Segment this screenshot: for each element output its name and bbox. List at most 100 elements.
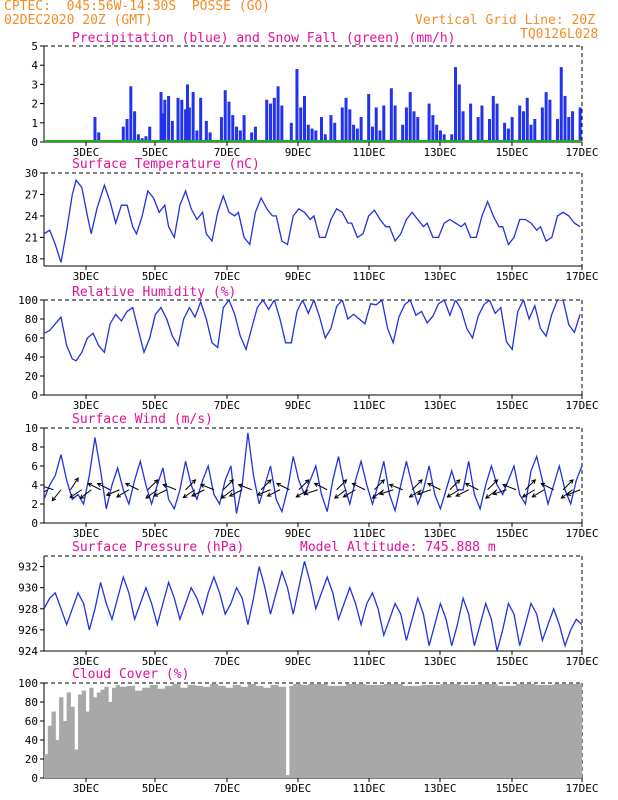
wind-arrow	[351, 482, 366, 491]
x-tick-label: 13DEC	[423, 399, 456, 412]
wind-arrow-shaft	[372, 489, 385, 499]
y-tick-label: 80	[25, 696, 38, 709]
cloud-bar	[134, 690, 143, 778]
precip-bar	[265, 99, 269, 142]
plot-area	[44, 300, 581, 362]
x-tick-label: 11DEC	[352, 782, 385, 795]
cloud-bar	[210, 683, 219, 778]
wind-arrow	[426, 482, 441, 491]
y-tick-label: 932	[18, 561, 38, 574]
wind-arrow-head	[540, 482, 546, 488]
wind-arrow-head	[51, 496, 57, 502]
precip-bar	[488, 118, 492, 142]
cloud-bar	[179, 687, 188, 778]
wind-arrow-shaft	[525, 479, 536, 491]
wind-arrow-shaft	[465, 483, 479, 491]
wind-arrow-head	[351, 482, 357, 488]
wind-arrow-shaft	[79, 489, 92, 499]
x-tick-label: 15DEC	[495, 527, 528, 540]
precip-bar	[393, 105, 397, 142]
x-tick-label: 7DEC	[214, 399, 241, 412]
y-tick-label: 21	[25, 231, 38, 244]
precip-bar	[323, 134, 327, 142]
x-tick-label: 17DEC	[565, 399, 598, 412]
precip-bar	[412, 111, 416, 142]
precip-bar	[242, 115, 246, 142]
panel-3: Relative Humidity (%) 0 20 40 60 80 100 3DEC 5DE…	[18, 285, 598, 412]
wind-arrow-head	[69, 493, 75, 499]
wind-arrow-head	[275, 482, 281, 488]
x-tick-label: 17DEC	[565, 146, 598, 159]
wind-arrow-head	[569, 479, 574, 484]
cloud-bar	[247, 683, 256, 778]
precip-bar	[303, 95, 307, 142]
wind-arrow-shaft	[455, 489, 469, 497]
wind-arrow-head	[455, 492, 461, 497]
precip-bar	[525, 97, 529, 142]
wind-arrow-shaft	[70, 477, 79, 491]
cloud-bar	[115, 684, 121, 778]
precip-bar	[136, 134, 140, 142]
wind-arrow-shaft	[145, 489, 158, 499]
precip-bar	[176, 97, 180, 142]
y-tick-label: 3	[31, 78, 38, 91]
precip-bar	[295, 69, 299, 142]
wind-arrow-head	[416, 490, 422, 496]
precip-bar	[506, 128, 510, 142]
cloud-bar	[232, 684, 241, 778]
wind-arrow-head	[266, 492, 272, 497]
wind-arrow	[162, 483, 177, 491]
precip-bar	[378, 130, 382, 142]
precip-bar	[348, 109, 352, 142]
wind-arrow	[371, 489, 385, 499]
wind-arrow-shaft	[540, 483, 554, 491]
grid-note: Vertical Grid Line: 20Z	[415, 13, 596, 28]
wind-arrow-shaft	[373, 479, 385, 491]
precip-bar	[133, 111, 137, 142]
wind-arrow-shaft	[447, 489, 460, 498]
cloud-bar	[93, 697, 98, 778]
wind-arrow-shaft	[221, 489, 234, 499]
y-tick-label: 27	[25, 188, 38, 201]
y-tick-label: 2	[31, 498, 38, 511]
wind-arrow-head	[153, 492, 159, 497]
precip-bar	[382, 105, 386, 142]
panel-annotation: Model Altitude: 745.888 m	[300, 540, 496, 555]
precip-bar	[195, 130, 199, 142]
x-tick-label: 11DEC	[352, 270, 385, 283]
precip-bar	[191, 92, 195, 142]
wind-arrow-shaft	[125, 483, 139, 491]
wind-arrow-shaft	[417, 489, 432, 495]
wind-arrow	[260, 479, 272, 491]
y-tick-label: 18	[25, 253, 38, 266]
wind-arrow	[334, 489, 347, 499]
cloud-bar	[515, 683, 536, 778]
cloud-bar	[111, 687, 117, 778]
precip-bar	[442, 134, 446, 142]
x-tick-label: 7DEC	[214, 655, 241, 668]
wind-arrow	[342, 489, 356, 498]
panel-title: Precipitation (blue) and Snow Fall (gree…	[72, 31, 456, 46]
precip-bar	[510, 117, 514, 142]
series-line	[44, 561, 582, 651]
y-tick-label: 80	[25, 313, 38, 326]
x-tick-label: 3DEC	[73, 782, 100, 795]
y-tick-label: 924	[18, 645, 38, 658]
y-tick-label: 20	[25, 370, 38, 383]
wind-arrow	[275, 482, 290, 491]
wind-arrow-head	[256, 491, 262, 496]
x-tick-label: 3DEC	[73, 527, 100, 540]
wind-arrow-head	[295, 493, 301, 498]
wind-arrow-head	[464, 482, 470, 488]
station-header: CPTEC: 045:56W-14:30S POSSE (GO)	[4, 0, 271, 14]
precip-bar	[457, 84, 461, 142]
x-tick-label: 17DEC	[565, 782, 598, 795]
cloud-bar	[300, 684, 309, 778]
cloud-bar	[225, 687, 234, 778]
panel-title: Relative Humidity (%)	[72, 285, 236, 300]
wind-arrow-shaft	[116, 489, 130, 498]
wind-arrow-head	[191, 492, 196, 497]
x-tick-label: 11DEC	[352, 527, 385, 540]
cloud-bar	[440, 683, 460, 778]
x-tick-label: 3DEC	[73, 399, 100, 412]
